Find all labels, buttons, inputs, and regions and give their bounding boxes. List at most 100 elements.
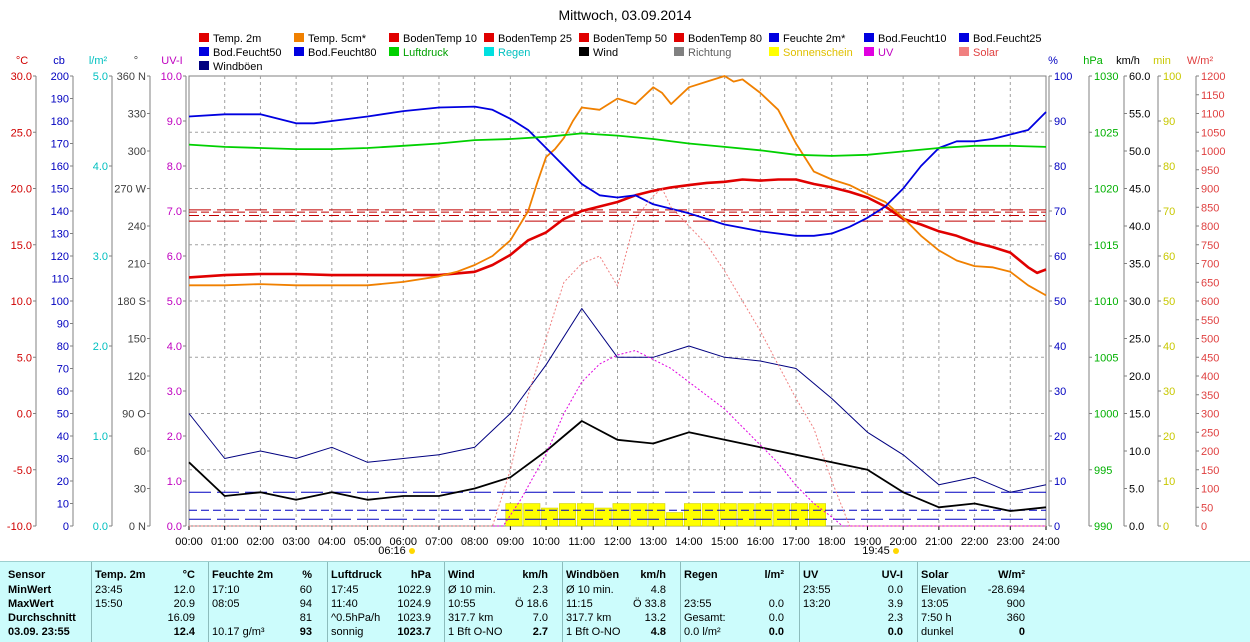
y-tick-label: 4.0 <box>93 161 108 173</box>
legend-swatch <box>199 33 209 42</box>
sunshine-bar <box>648 503 666 527</box>
y-tick-label: 400 <box>1201 371 1219 383</box>
y-tick-label: 1200 <box>1201 71 1225 83</box>
column-divider <box>562 562 563 642</box>
y-axis-unit: hPa <box>1083 55 1103 67</box>
y-tick-label: 20.0 <box>1129 371 1150 383</box>
y-tick-label: 70 <box>1054 206 1066 218</box>
y-tick-label: 240 <box>128 221 146 233</box>
x-tick-label: 04:00 <box>318 536 346 548</box>
x-tick-label: 19:00 <box>854 536 882 548</box>
y-tick-label: 60 <box>1054 251 1066 263</box>
legend-label: Richtung <box>688 47 731 59</box>
y-tick-label: 40 <box>1163 341 1175 353</box>
y-tick-label: 1000 <box>1094 409 1118 421</box>
stats-header: Luftdruck <box>331 569 382 581</box>
stats-header: Sensor <box>8 569 46 581</box>
y-tick-label: 10.0 <box>1129 446 1150 458</box>
y-tick-label: 10 <box>57 499 69 511</box>
chart-legend: Temp. 2m Temp. 5cm* BodenTemp 10 BodenTemp … <box>199 33 1042 73</box>
sunshine-bar <box>773 503 791 527</box>
y-tick-label: 15.0 <box>11 240 32 252</box>
y-tick-label: 0 <box>1201 521 1207 533</box>
stats-cell-value: 12.4 <box>173 626 195 638</box>
y-tick-label: 10 <box>1054 476 1066 488</box>
series-windb-en <box>188 308 1047 493</box>
stats-cell-info: Ø 10 min. <box>448 584 496 596</box>
stats-cell-value: 1022.9 <box>397 584 431 596</box>
stats-header-unit: hPa <box>410 569 431 581</box>
sunset-label: 19:45 <box>862 545 890 557</box>
y-tick-label: 3.0 <box>167 386 182 398</box>
stats-cell-value: 7.0 <box>532 612 548 624</box>
stats-cell-info: 17:10 <box>212 584 240 596</box>
stats-cell-value: 13.2 <box>644 612 666 624</box>
x-tick-label: 18:00 <box>818 536 846 548</box>
stats-cell-value: 20.9 <box>173 598 195 610</box>
y-tick-label: 60 <box>57 386 69 398</box>
legend-swatch <box>389 47 399 56</box>
series-wind <box>188 420 1047 512</box>
stats-cell-info: 11:40 <box>331 598 358 610</box>
y-tick-label: 55.0 <box>1129 109 1150 121</box>
x-tick-label: 11:00 <box>568 536 595 548</box>
y-tick-label: 300 <box>1201 409 1219 421</box>
y-tick-label: 200 <box>51 71 69 83</box>
y-tick-label: 180 S <box>117 296 146 308</box>
y-tick-label: 100 <box>1163 71 1181 83</box>
stats-cell-info: 1 Bft O-NO <box>448 626 503 638</box>
sunshine-bar <box>737 503 755 527</box>
y-tick-label: 120 <box>51 251 69 263</box>
legend-label: Feuchte 2m* <box>783 33 846 45</box>
y-tick-label: 50 <box>1201 502 1213 514</box>
legend-label: Wind <box>593 47 618 59</box>
y-tick-label: 7.0 <box>167 206 182 218</box>
stats-row-label: Durchschnitt <box>8 612 76 624</box>
y-tick-label: 60 <box>134 446 146 458</box>
x-tick-label: 15:00 <box>711 536 739 548</box>
stats-row-label: MaxWert <box>8 598 54 610</box>
y-tick-label: 0 <box>1163 521 1169 533</box>
stats-header-unit: °C <box>182 569 195 581</box>
stats-cell-info: sonnig <box>331 626 364 638</box>
y-tick-label: 550 <box>1201 315 1219 327</box>
y-tick-label: 20 <box>1054 431 1066 443</box>
y-tick-label: 60 <box>1163 251 1175 263</box>
y-tick-label: 50 <box>1054 296 1066 308</box>
stats-cell-value: 94 <box>299 598 312 610</box>
sunshine-bar <box>559 503 576 527</box>
stats-cell-value: 60 <box>299 584 312 596</box>
stats-cell-info: 13:05 <box>921 598 949 610</box>
y-tick-label: 1.0 <box>167 476 182 488</box>
y-tick-label: 0 <box>1054 521 1060 533</box>
legend-swatch <box>199 47 209 56</box>
y-tick-label: 2.0 <box>93 341 108 353</box>
stats-cell-info: 15:50 <box>95 598 123 610</box>
stats-header: Temp. 2m <box>95 569 146 581</box>
y-tick-label: 100 <box>51 296 69 308</box>
y-tick-label: 40.0 <box>1129 221 1150 233</box>
y-tick-label: 30 <box>134 484 146 496</box>
y-tick-label: 9.0 <box>167 116 182 128</box>
sunrise-icon <box>409 548 415 554</box>
x-tick-label: 24:00 <box>1032 536 1060 548</box>
y-tick-label: 600 <box>1201 296 1219 308</box>
legend-swatch <box>864 47 874 56</box>
stats-cell-value: 0.0 <box>768 598 784 610</box>
y-tick-label: 800 <box>1201 221 1219 233</box>
stats-cell-info: ^0.5hPa/h <box>331 612 381 624</box>
y-tick-label: 0 <box>63 521 69 533</box>
y-tick-label: 5.0 <box>167 296 182 308</box>
stats-cell-value: 3.9 <box>887 598 903 610</box>
y-tick-label: 30 <box>57 454 69 466</box>
x-tick-label: 14:00 <box>675 536 703 548</box>
y-tick-label: 190 <box>51 94 69 106</box>
x-tick-label: 06:00 <box>389 536 417 548</box>
y-tick-label: 110 <box>51 274 69 286</box>
y-tick-label: 90 O <box>122 409 146 421</box>
stats-cell-value: 2.3 <box>887 612 903 624</box>
y-tick-label: 360 N <box>117 71 146 83</box>
sunshine-bar <box>612 503 630 527</box>
y-tick-label: 8.0 <box>167 161 182 173</box>
stats-header-unit: W/m² <box>998 569 1025 581</box>
